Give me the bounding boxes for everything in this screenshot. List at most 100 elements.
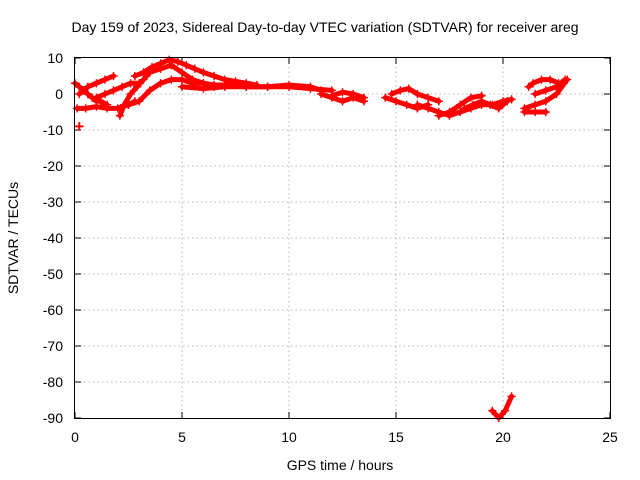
data-point bbox=[541, 86, 551, 95]
data-point bbox=[520, 107, 529, 117]
x-tick-labels: 0 5 10 15 20 25 bbox=[71, 58, 618, 445]
data-point bbox=[126, 78, 135, 88]
y-tick-label: -10 bbox=[43, 122, 63, 138]
x-tick-label: 5 bbox=[178, 429, 186, 445]
data-point bbox=[530, 89, 540, 99]
data-point bbox=[124, 100, 133, 110]
data-point bbox=[115, 111, 125, 120]
data-point bbox=[413, 100, 422, 110]
data-point bbox=[434, 111, 444, 120]
data-point bbox=[109, 86, 118, 95]
data-point bbox=[109, 71, 118, 81]
data-point bbox=[528, 78, 538, 88]
x-tick-label: 20 bbox=[495, 429, 511, 445]
data-point bbox=[75, 82, 84, 92]
data-point bbox=[507, 95, 516, 104]
data-point bbox=[545, 75, 555, 84]
data-point bbox=[199, 68, 208, 77]
data-point bbox=[537, 75, 546, 84]
y-tick-label: 10 bbox=[47, 50, 63, 66]
x-tick-label: 25 bbox=[602, 429, 618, 445]
data-point bbox=[83, 82, 93, 92]
data-point bbox=[316, 89, 326, 99]
data-point bbox=[182, 60, 191, 70]
x-tick-label: 10 bbox=[281, 429, 297, 445]
data-point bbox=[241, 82, 251, 92]
data-point bbox=[81, 104, 90, 113]
data-point bbox=[92, 102, 101, 111]
data-point bbox=[530, 100, 540, 110]
data-point bbox=[396, 86, 405, 95]
data-point bbox=[381, 93, 390, 102]
data-point bbox=[75, 89, 84, 99]
data-point bbox=[100, 75, 110, 84]
data-point bbox=[139, 75, 148, 84]
data-point bbox=[74, 121, 84, 131]
data-point bbox=[552, 89, 561, 99]
data-point bbox=[209, 71, 219, 81]
y-tick-label: -50 bbox=[43, 266, 63, 282]
x-axis-label: GPS time / hours bbox=[287, 457, 394, 473]
data-point bbox=[541, 96, 551, 106]
data-point bbox=[359, 93, 369, 102]
series-track-j bbox=[329, 89, 367, 101]
data-point bbox=[404, 84, 414, 93]
data-point bbox=[327, 91, 337, 101]
x-tick-label: 0 bbox=[71, 429, 79, 445]
data-point bbox=[541, 107, 551, 117]
y-tick-label: -40 bbox=[43, 230, 63, 246]
data-point bbox=[167, 60, 176, 70]
data-point bbox=[173, 57, 182, 66]
gridlines bbox=[75, 58, 610, 418]
data-point bbox=[96, 96, 105, 106]
y-tick-label: -20 bbox=[43, 158, 63, 174]
data-point bbox=[100, 89, 110, 99]
data-point bbox=[423, 93, 433, 102]
y-tick-label: -80 bbox=[43, 374, 63, 390]
data-point bbox=[477, 96, 486, 106]
data-point bbox=[387, 89, 396, 99]
data-point bbox=[132, 82, 142, 92]
data-point bbox=[524, 82, 533, 92]
data-point bbox=[466, 93, 476, 102]
data-point bbox=[413, 89, 422, 99]
data-point bbox=[92, 93, 101, 102]
data-point bbox=[455, 100, 465, 110]
data-point bbox=[177, 82, 187, 92]
y-tick-label: -30 bbox=[43, 194, 63, 210]
y-tick-label: 0 bbox=[55, 86, 63, 102]
data-point bbox=[485, 100, 495, 110]
data-point bbox=[306, 82, 315, 92]
data-point bbox=[92, 78, 101, 88]
data-point bbox=[130, 71, 140, 81]
data-point bbox=[231, 77, 240, 86]
data-point bbox=[177, 68, 187, 77]
data-point bbox=[488, 406, 497, 416]
data-point bbox=[338, 87, 347, 97]
data-point bbox=[494, 104, 503, 113]
data-point bbox=[560, 75, 570, 84]
data-point bbox=[167, 75, 176, 84]
data-point bbox=[391, 96, 401, 106]
data-point bbox=[338, 96, 347, 106]
data-point bbox=[503, 96, 512, 106]
x-tick-label: 15 bbox=[388, 429, 404, 445]
data-point bbox=[145, 86, 155, 95]
data-point bbox=[83, 89, 93, 99]
y-tick-labels: 10 0 -10 -20 -30 -40 -50 -60 -70 -80 -90 bbox=[43, 50, 610, 426]
plot-frame bbox=[74, 57, 611, 419]
data-point bbox=[147, 62, 157, 72]
data-point bbox=[423, 104, 433, 113]
data-point bbox=[284, 80, 294, 90]
data-point bbox=[117, 82, 127, 92]
data-point bbox=[455, 107, 465, 117]
data-point bbox=[220, 82, 230, 92]
data-point bbox=[468, 100, 478, 110]
data-point bbox=[220, 75, 230, 84]
y-tick-label: -90 bbox=[43, 410, 63, 426]
series-track-p bbox=[489, 393, 515, 421]
data-series bbox=[70, 55, 572, 423]
data-point bbox=[156, 78, 165, 88]
data-point bbox=[102, 104, 112, 113]
